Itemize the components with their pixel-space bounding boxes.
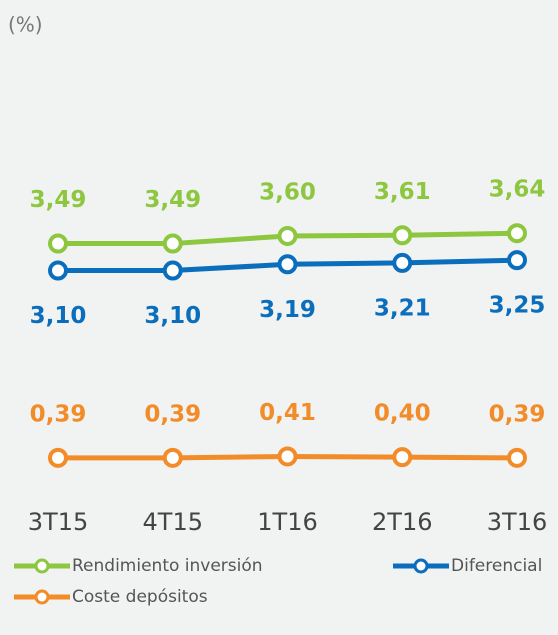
x-tick-label: 4T15 xyxy=(143,508,203,536)
data-label: 3,64 xyxy=(489,177,546,203)
legend-label: Diferencial xyxy=(451,556,542,576)
data-label: 3,49 xyxy=(30,187,87,213)
x-tick-label: 2T16 xyxy=(372,508,432,536)
legend-label: Coste depósitos xyxy=(72,587,208,607)
x-tick-label: 3T15 xyxy=(28,508,88,536)
point-marker xyxy=(507,447,527,468)
data-label: 3,60 xyxy=(259,179,316,205)
data-label: 3,10 xyxy=(30,303,87,329)
data-label: 0,39 xyxy=(489,401,546,427)
data-label: 0,40 xyxy=(374,401,431,427)
point-marker xyxy=(48,233,68,254)
legend-marker xyxy=(413,558,429,574)
point-marker xyxy=(507,250,527,271)
point-marker xyxy=(392,252,413,273)
point-marker xyxy=(392,447,413,468)
point-marker xyxy=(277,446,298,467)
data-label: 0,41 xyxy=(259,400,316,426)
point-marker xyxy=(162,260,183,281)
data-label: 3,25 xyxy=(489,293,546,319)
point-marker xyxy=(162,447,183,468)
point-marker xyxy=(507,223,527,244)
data-label: 3,49 xyxy=(144,187,201,213)
x-tick-label: 1T16 xyxy=(257,508,317,536)
x-tick-label: 3T16 xyxy=(487,508,547,536)
point-marker xyxy=(277,254,298,275)
unit-label: (%) xyxy=(8,13,43,37)
point-marker xyxy=(277,225,298,246)
legend-marker xyxy=(34,589,50,605)
point-marker xyxy=(162,233,183,254)
data-label: 0,39 xyxy=(144,401,201,427)
legend-label: Rendimiento inversión xyxy=(72,556,263,576)
data-label: 0,39 xyxy=(30,401,87,427)
data-label: 3,21 xyxy=(374,295,431,321)
point-marker xyxy=(48,260,68,281)
data-label: 3,10 xyxy=(144,303,201,329)
legend-marker xyxy=(34,558,50,574)
data-label: 3,19 xyxy=(259,297,316,323)
point-marker xyxy=(392,225,413,246)
data-label: 3,61 xyxy=(374,179,431,205)
point-marker xyxy=(48,447,68,468)
